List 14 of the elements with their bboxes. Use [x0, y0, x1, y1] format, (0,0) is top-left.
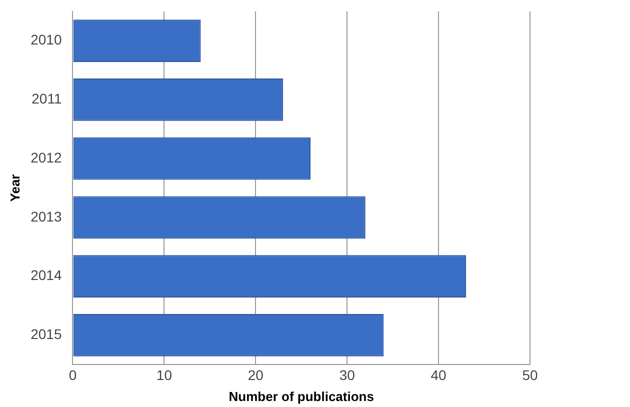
y-tick-label: 2015: [30, 326, 62, 342]
y-tick-label: 2014: [30, 267, 62, 284]
x-tick-label: 20: [248, 366, 264, 383]
y-axis-title: Year: [7, 174, 22, 202]
y-tick-label: 2011: [32, 90, 62, 107]
y-tick-label: 2013: [30, 208, 62, 224]
x-tick-label: 10: [156, 366, 172, 383]
y-tick-label: 2010: [30, 32, 62, 48]
y-tick-label: 2012: [30, 149, 62, 166]
x-axis-title: Number of publications: [228, 388, 374, 404]
x-tick-label: 0: [68, 366, 77, 383]
x-tick-label: 50: [522, 366, 538, 383]
x-tick-label: 30: [339, 366, 356, 383]
x-tick-label: 40: [430, 366, 447, 383]
